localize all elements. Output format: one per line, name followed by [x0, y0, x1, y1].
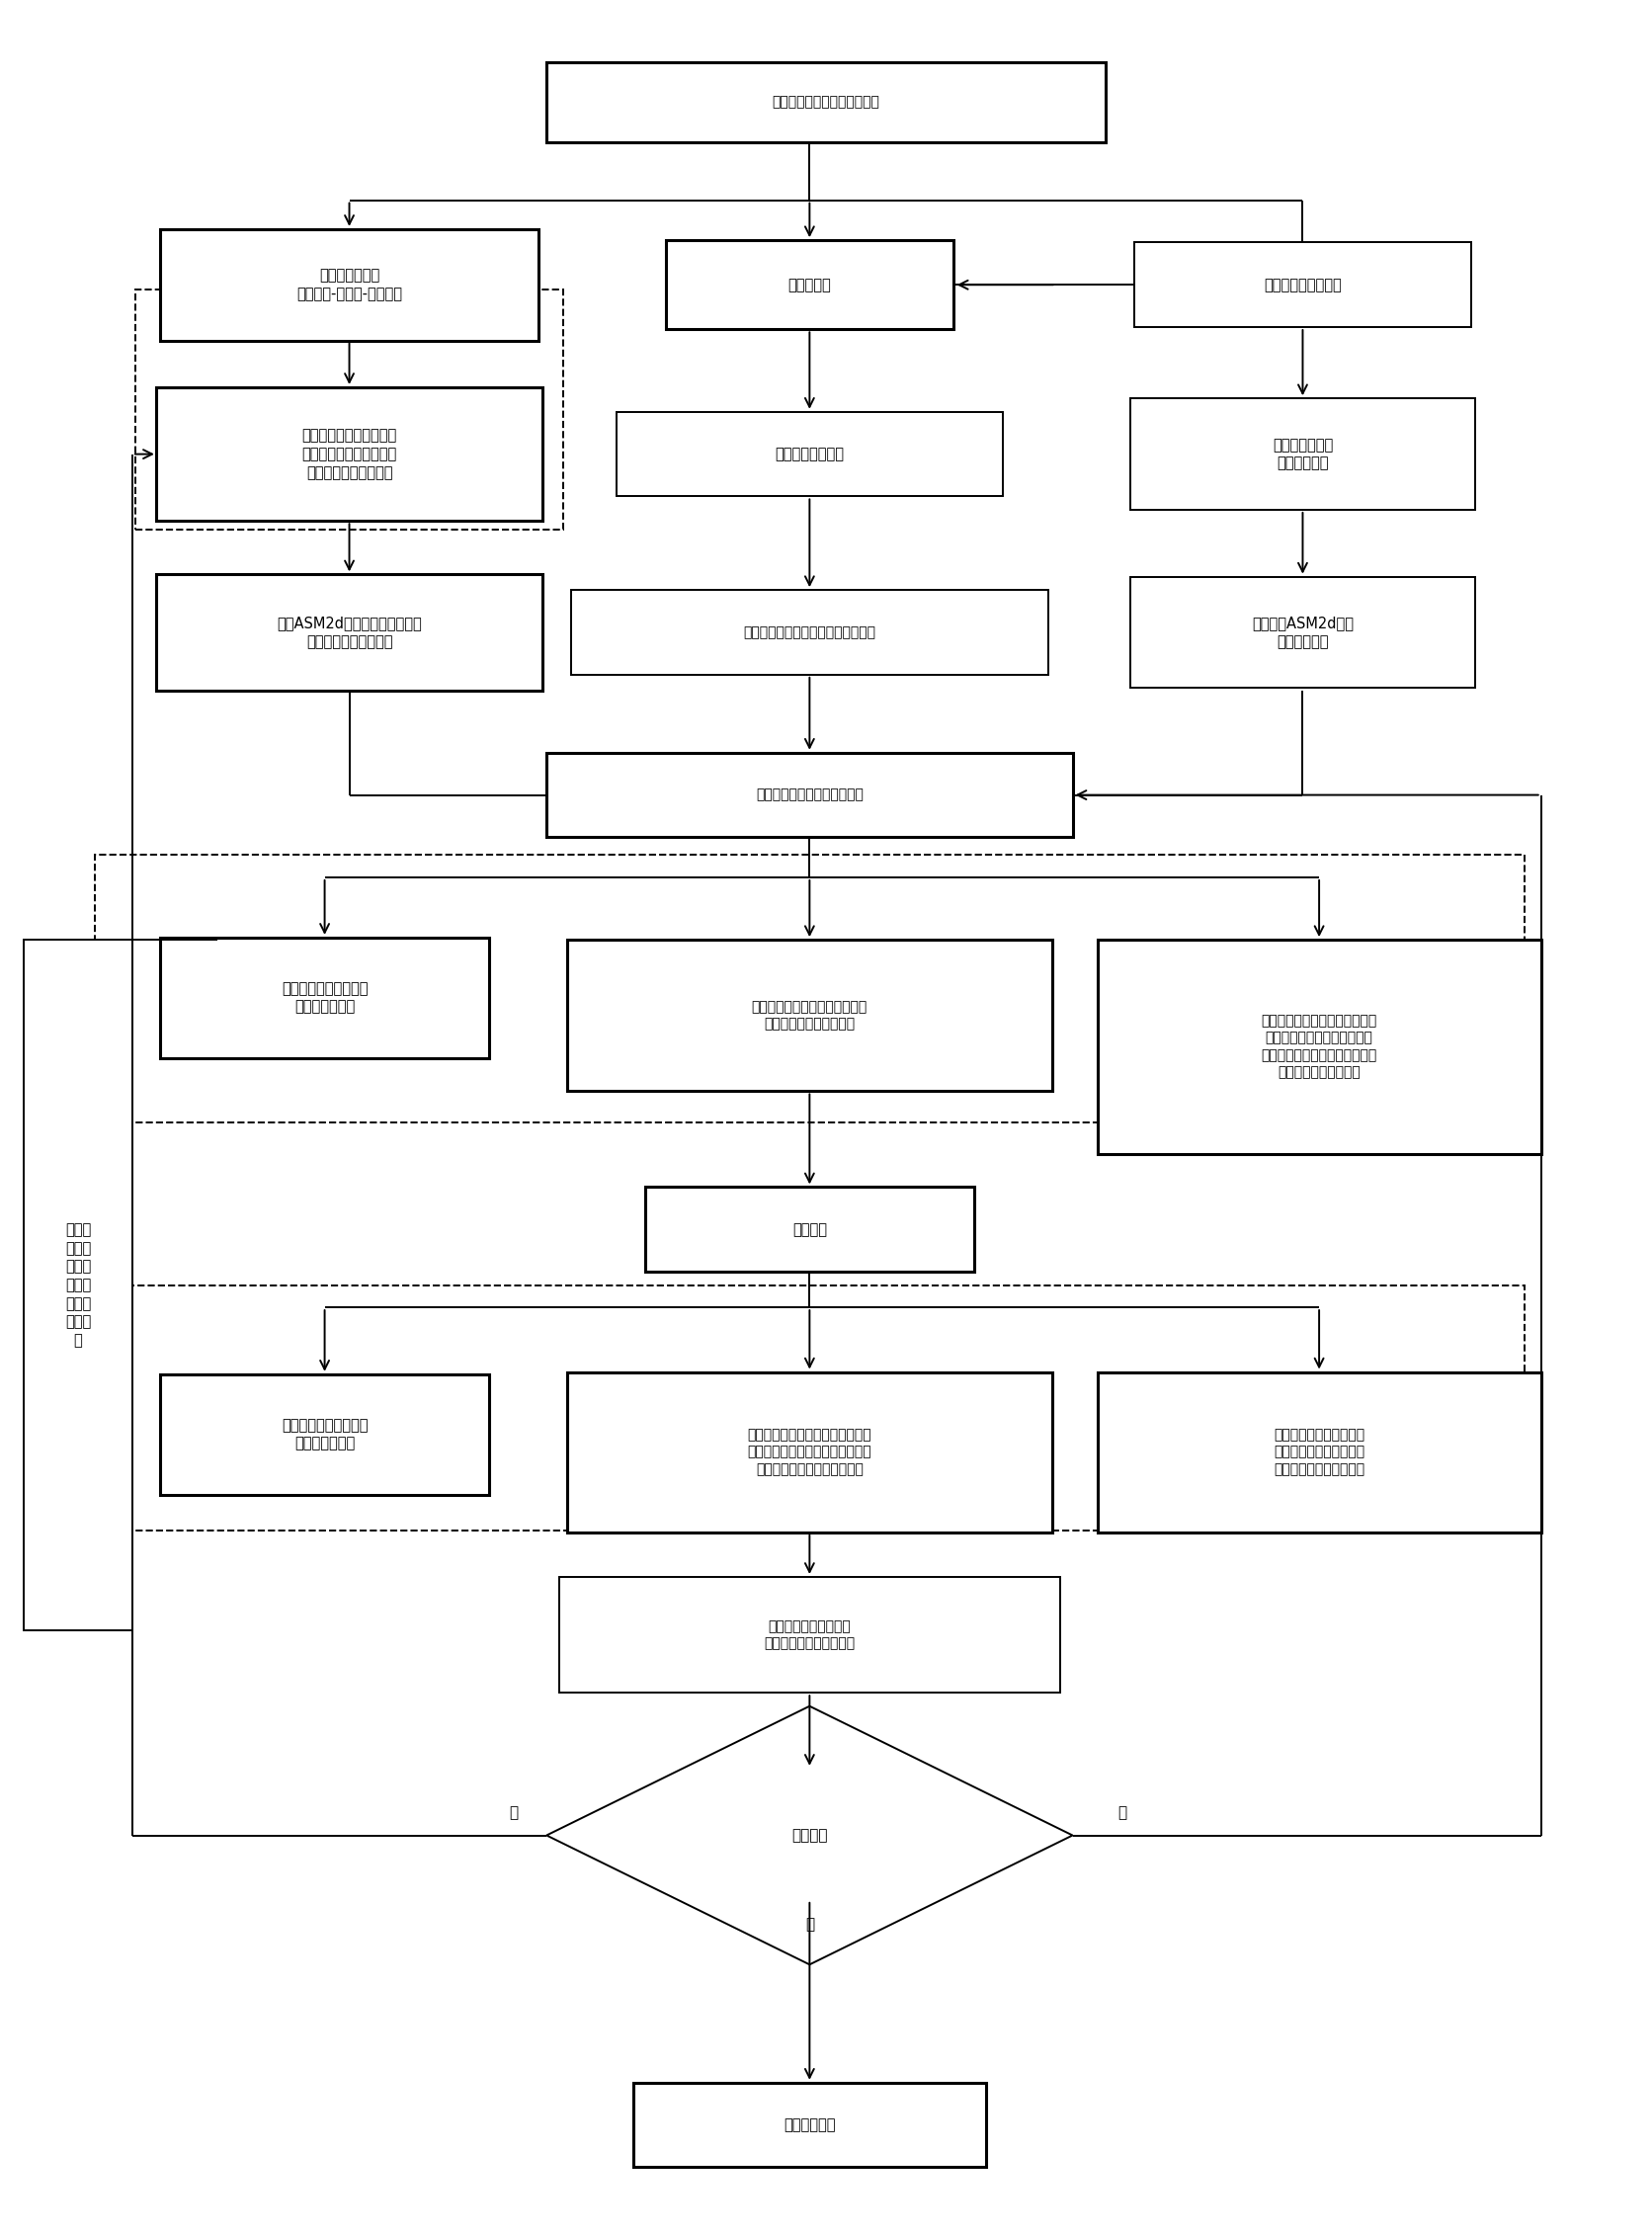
FancyBboxPatch shape [1130, 398, 1475, 510]
Text: 输入污水处理厂的动态
进水水质参数值: 输入污水处理厂的动态 进水水质参数值 [281, 1418, 368, 1451]
FancyBboxPatch shape [1135, 241, 1472, 326]
Text: 基于进
化规划
方法进
行参数
调整与
模型校
正: 基于进 化规划 方法进 行参数 调整与 模型校 正 [64, 1223, 91, 1348]
Text: 基于逻辑规则的
混杂模型建模: 基于逻辑规则的 混杂模型建模 [1272, 438, 1333, 472]
FancyBboxPatch shape [547, 63, 1105, 143]
FancyBboxPatch shape [547, 754, 1072, 836]
Text: 与实际出水结果进行比
较，进行参数调整与校正: 与实际出水结果进行比 较，进行参数调整与校正 [765, 1619, 856, 1650]
FancyBboxPatch shape [646, 1187, 975, 1272]
Text: 否: 否 [509, 1807, 519, 1820]
Text: 对反应池的出水水质参数浓度方程
进行时间积分，建立与进行时间有
关的各池动态出水浓度方程组: 对反应池的出水水质参数浓度方程 进行时间积分，建立与进行时间有 关的各池动态出水… [747, 1429, 872, 1476]
FancyBboxPatch shape [572, 590, 1047, 675]
Text: 输入污水处理厂的稳态
进水水质参数值: 输入污水处理厂的稳态 进水水质参数值 [281, 982, 368, 1015]
Text: 二沉池建模: 二沉池建模 [788, 277, 831, 293]
FancyBboxPatch shape [567, 939, 1052, 1091]
Text: 对各池的ASM2d模型
参数进行赋值: 对各池的ASM2d模型 参数进行赋值 [1252, 615, 1353, 648]
Text: 建立城市污水处理厂工艺构造: 建立城市污水处理厂工艺构造 [771, 96, 881, 110]
Text: 基于约束规划对动态出水
浓度方程组进行非线性组
求解，得到动态出水结果: 基于约束规划对动态出水 浓度方程组进行非线性组 求解，得到动态出水结果 [1274, 1429, 1365, 1476]
Text: 各池之间的流程连接: 各池之间的流程连接 [1264, 277, 1341, 293]
Text: 定义模型初始条件: 定义模型初始条件 [775, 447, 844, 461]
FancyBboxPatch shape [1130, 577, 1475, 689]
Text: 反应池定性建模
（厌氧池-缺氧池-好氧池）: 反应池定性建模 （厌氧池-缺氧池-好氧池） [296, 268, 401, 302]
Text: 根据各反应过程及组分之间参数
的约束关系进行约束规划: 根据各反应过程及组分之间参数 的约束关系进行约束规划 [752, 999, 867, 1031]
FancyBboxPatch shape [23, 939, 132, 1630]
Text: 按反应池的出水水质参数浓度计
算通式建立各池的出水浓度方
程，求解各池的出水水质浓度方
程组，得稳态模拟结果: 按反应池的出水水质参数浓度计 算通式建立各池的出水浓度方 程，求解各池的出水水质… [1260, 1015, 1378, 1080]
Text: 是否一致: 是否一致 [791, 1829, 828, 1842]
FancyBboxPatch shape [1097, 1373, 1541, 1532]
FancyBboxPatch shape [160, 937, 489, 1058]
FancyBboxPatch shape [160, 1375, 489, 1494]
FancyBboxPatch shape [157, 575, 542, 691]
FancyBboxPatch shape [160, 228, 539, 340]
FancyBboxPatch shape [157, 387, 542, 521]
FancyBboxPatch shape [616, 411, 1003, 496]
Polygon shape [547, 1706, 1072, 1965]
FancyBboxPatch shape [567, 1373, 1052, 1532]
FancyBboxPatch shape [1097, 939, 1541, 1154]
Text: 根据ASM2d模型，确定初始参数
值，进行模型矩阵编译: 根据ASM2d模型，确定初始参数 值，进行模型矩阵编译 [278, 615, 421, 648]
Text: 否: 否 [1117, 1807, 1127, 1820]
Text: 基于约束满足规则的过程
神经网络进行组分转化和
未建模流程的误差补偿: 基于约束满足规则的过程 神经网络进行组分转化和 未建模流程的误差补偿 [302, 429, 396, 481]
Text: 稳态模拟，确定仿真初始条件: 稳态模拟，确定仿真初始条件 [755, 787, 864, 803]
FancyBboxPatch shape [558, 1576, 1061, 1693]
Text: 确定污水处理厂各池体积与流量大小: 确定污水处理厂各池体积与流量大小 [743, 626, 876, 639]
FancyBboxPatch shape [666, 239, 953, 329]
Text: 动态仿真: 动态仿真 [793, 1223, 828, 1237]
Text: 输出动态结果: 输出动态结果 [783, 2117, 836, 2133]
Text: 是: 是 [805, 1916, 814, 1932]
FancyBboxPatch shape [633, 2082, 986, 2167]
